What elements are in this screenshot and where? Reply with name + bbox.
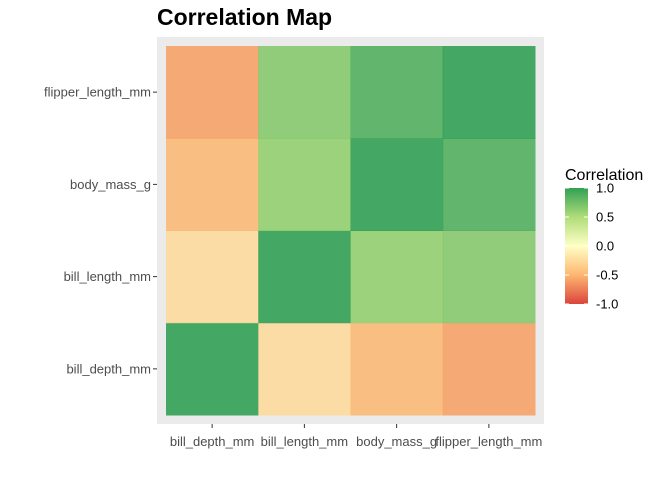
- legend-tick-label: 0.5: [596, 210, 614, 225]
- legend-tick-label: -1.0: [596, 297, 618, 312]
- y-tick-label: bill_depth_mm: [66, 361, 151, 376]
- y-tick-label: flipper_length_mm: [44, 85, 151, 100]
- heatmap-cell-bill_depth_mm-bill_depth_mm: [166, 322, 259, 416]
- y-tick-label: body_mass_g: [70, 177, 151, 192]
- x-tick-label: body_mass_g: [356, 434, 437, 449]
- heatmap-cell-body_mass_g-bill_length_mm: [350, 230, 444, 324]
- heatmap-cell-bill_length_mm-bill_depth_mm: [258, 322, 351, 416]
- heatmap-cell-body_mass_g-body_mass_g: [350, 138, 444, 231]
- heatmap-cell-bill_depth_mm-body_mass_g: [166, 138, 259, 231]
- heatmap-cell-bill_length_mm-bill_length_mm: [258, 230, 351, 324]
- x-tick-label: bill_depth_mm: [170, 434, 255, 449]
- legend-tick-label: -0.5: [596, 268, 618, 283]
- heatmap-cell-body_mass_g-flipper_length_mm: [350, 46, 444, 139]
- y-tick-label: bill_length_mm: [64, 269, 151, 284]
- heatmap-cell-bill_depth_mm-flipper_length_mm: [166, 46, 259, 139]
- heatmap-cell-flipper_length_mm-bill_length_mm: [442, 230, 536, 324]
- heatmap-cell-bill_length_mm-flipper_length_mm: [258, 46, 351, 139]
- x-tick-label: bill_length_mm: [261, 434, 348, 449]
- legend-tick-label: 0.0: [596, 239, 614, 254]
- x-tick-label: flipper_length_mm: [435, 434, 542, 449]
- heatmap-cell-flipper_length_mm-bill_depth_mm: [442, 322, 536, 416]
- heatmap-cell-bill_depth_mm-bill_length_mm: [166, 230, 259, 324]
- legend-tick-label: 1.0: [596, 181, 614, 196]
- heatmap-cell-body_mass_g-bill_depth_mm: [350, 322, 444, 416]
- chart-title: Correlation Map: [157, 4, 332, 30]
- legend-colorbar: [565, 188, 588, 304]
- heatmap-cell-flipper_length_mm-flipper_length_mm: [442, 46, 536, 139]
- heatmap-cell-flipper_length_mm-body_mass_g: [442, 138, 536, 231]
- heatmap-cell-bill_length_mm-body_mass_g: [258, 138, 351, 231]
- legend-title: Correlation: [565, 167, 643, 184]
- legend: Correlation 1.0 0.5 0.0 -0.5 -1.0: [565, 167, 643, 312]
